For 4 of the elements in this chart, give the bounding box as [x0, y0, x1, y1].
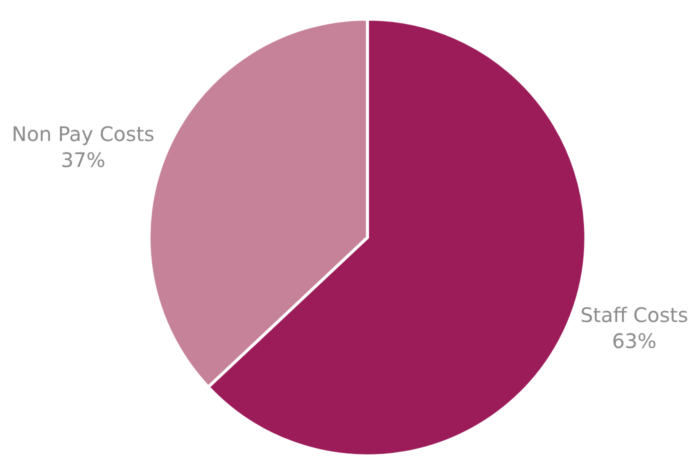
- data-label: 63%: [612, 329, 656, 354]
- slice-label: Staff Costs: [580, 303, 688, 328]
- data-label: 37%: [60, 148, 106, 172]
- slice-label: Non Pay Costs: [12, 122, 154, 146]
